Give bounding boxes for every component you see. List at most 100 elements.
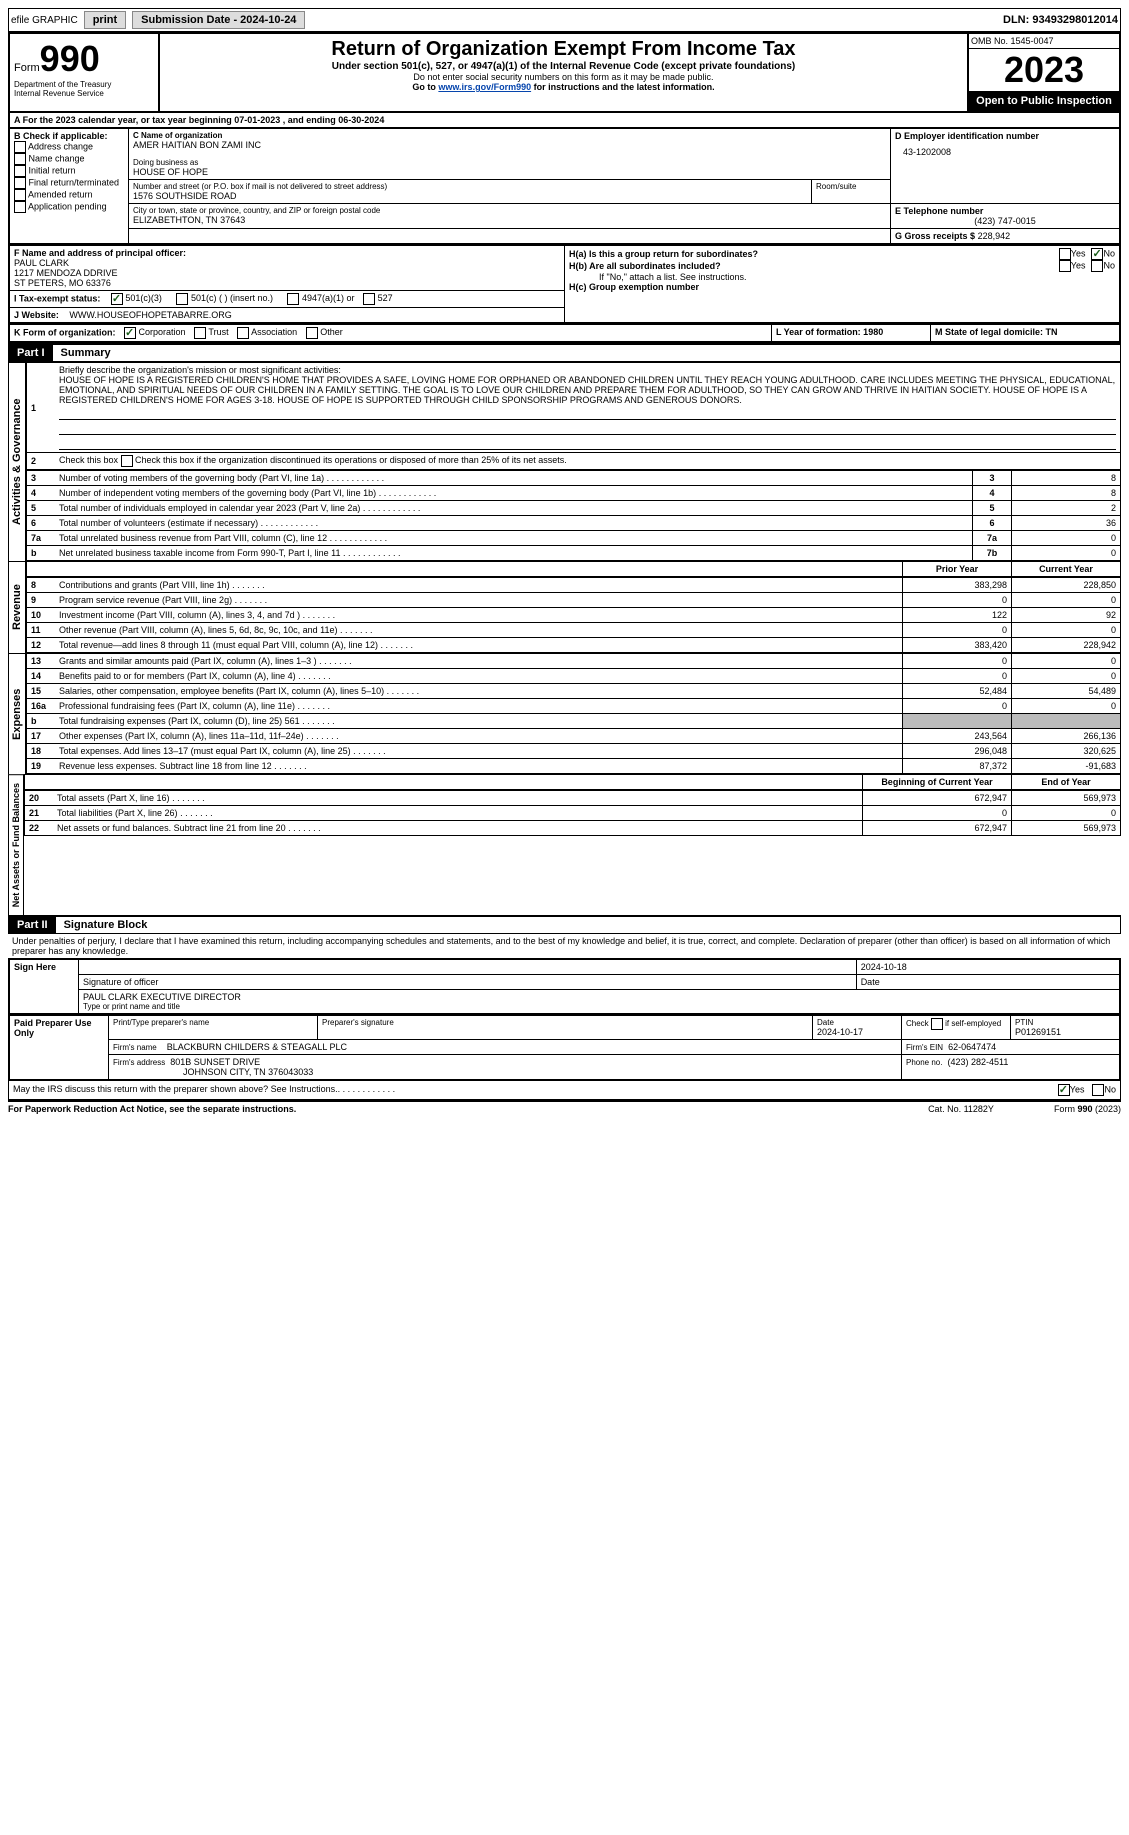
table-row: Total number of volunteers (estimate if … xyxy=(59,518,258,528)
submission-date-button[interactable]: Submission Date - 2024-10-24 xyxy=(132,11,305,29)
b-application-pending[interactable]: Application pending xyxy=(14,201,124,213)
b-initial-return[interactable]: Initial return xyxy=(14,165,124,177)
k-corporation[interactable]: Corporation xyxy=(124,327,186,337)
table-cell: -91,683 xyxy=(1012,759,1121,774)
ptin-label: PTIN xyxy=(1015,1018,1115,1027)
cat-no: Cat. No. 11282Y xyxy=(928,1104,994,1114)
q2-checkbox[interactable] xyxy=(121,455,133,467)
i-501c3[interactable]: 501(c)(3) xyxy=(111,293,162,303)
form-title: Return of Organization Exempt From Incom… xyxy=(164,38,963,61)
table-cell: 36 xyxy=(1012,516,1121,531)
m-state: M State of legal domicile: TN xyxy=(931,325,1121,343)
prior-year-header: Prior Year xyxy=(903,562,1012,577)
ha-no[interactable]: No xyxy=(1091,248,1115,260)
c-room-label: Room/suite xyxy=(816,182,886,191)
b-address-change[interactable]: Address change xyxy=(14,141,124,153)
f-officer-addr2: ST PETERS, MO 63376 xyxy=(14,278,560,288)
c-dba-label: Doing business as xyxy=(133,158,886,167)
hb-yes[interactable]: Yes xyxy=(1059,260,1086,272)
pp-date-label: Date xyxy=(817,1018,897,1027)
c-dba: HOUSE OF HOPE xyxy=(133,167,886,177)
table-cell: 8 xyxy=(1012,471,1121,486)
table-row: Number of voting members of the governin… xyxy=(59,473,324,483)
table-cell: 569,973 xyxy=(1012,791,1121,806)
pp-self-employed-checkbox[interactable] xyxy=(931,1018,943,1030)
k-association[interactable]: Association xyxy=(237,327,297,337)
section-k-l-m: K Form of organization: Corporation Trus… xyxy=(8,324,1121,343)
print-button[interactable]: print xyxy=(84,11,126,29)
c-city: ELIZABETHTON, TN 37643 xyxy=(133,215,886,225)
table-cell: 0 xyxy=(903,669,1012,684)
c-street: 1576 SOUTHSIDE ROAD xyxy=(133,191,807,201)
discuss-no[interactable]: No xyxy=(1092,1084,1116,1096)
firm-phone-label: Phone no. xyxy=(906,1058,942,1067)
i-501c[interactable]: 501(c) ( ) (insert no.) xyxy=(176,293,273,303)
form-number: Form990 xyxy=(14,38,154,80)
table-cell: 0 xyxy=(1012,806,1121,821)
table-cell xyxy=(1012,714,1121,729)
k-other[interactable]: Other xyxy=(306,327,343,337)
table-cell: 0 xyxy=(1012,654,1121,669)
expenses-label: Expenses xyxy=(8,653,26,774)
k-label: K Form of organization: xyxy=(14,327,116,337)
table-cell: 0 xyxy=(863,806,1012,821)
table-cell: 0 xyxy=(903,623,1012,638)
form-subtitle: Under section 501(c), 527, or 4947(a)(1)… xyxy=(164,61,963,72)
hb-no[interactable]: No xyxy=(1091,260,1115,272)
beginning-year-header: Beginning of Current Year xyxy=(863,775,1012,790)
open-to-public: Open to Public Inspection xyxy=(969,91,1119,111)
table-row: Number of independent voting members of … xyxy=(59,488,376,498)
net-assets-label: Net Assets or Fund Balances xyxy=(8,774,24,915)
firm-ein: 62-0647474 xyxy=(948,1042,996,1052)
ha-yes[interactable]: Yes xyxy=(1059,248,1086,260)
part1-title: Summary xyxy=(53,345,119,361)
irs-link[interactable]: www.irs.gov/Form990 xyxy=(438,82,531,92)
table-cell: 672,947 xyxy=(863,821,1012,836)
firm-phone: (423) 282-4511 xyxy=(948,1057,1009,1067)
officer-label: Type or print name and title xyxy=(83,1002,1115,1011)
j-label: J Website: xyxy=(14,310,59,320)
e-phone: (423) 747-0015 xyxy=(895,216,1115,226)
part1-label: Part I xyxy=(9,345,53,361)
j-website: WWW.HOUSEOFHOPETABARRE.ORG xyxy=(69,310,231,320)
table-row: Net assets or fund balances. Subtract li… xyxy=(57,823,286,833)
ptin-value: P01269151 xyxy=(1015,1027,1115,1037)
top-bar: efile GRAPHIC print Submission Date - 20… xyxy=(8,8,1121,32)
sign-here-label: Sign Here xyxy=(9,959,79,1014)
declaration-text: Under penalties of perjury, I declare th… xyxy=(8,934,1121,958)
f-label: F Name and address of principal officer: xyxy=(14,248,560,258)
d-label: D Employer identification number xyxy=(895,131,1115,141)
firm-name-label: Firm's name xyxy=(113,1043,157,1052)
tax-year: 2023 xyxy=(969,49,1119,91)
f-officer-addr1: 1217 MENDOZA DDRIVE xyxy=(14,268,560,278)
b-name-change[interactable]: Name change xyxy=(14,153,124,165)
table-cell: 54,489 xyxy=(1012,684,1121,699)
i-4947[interactable]: 4947(a)(1) or xyxy=(287,293,354,303)
table-row: Total revenue—add lines 8 through 11 (mu… xyxy=(59,640,378,650)
discuss-yes[interactable]: Yes xyxy=(1058,1084,1085,1096)
c-label: C Name of organization xyxy=(133,131,886,140)
b-final-return[interactable]: Final return/terminated xyxy=(14,177,124,189)
i-527[interactable]: 527 xyxy=(363,293,393,303)
dln-label: DLN: 93493298012014 xyxy=(1003,14,1118,26)
table-cell: 122 xyxy=(903,608,1012,623)
table-row: Other expenses (Part IX, column (A), lin… xyxy=(59,731,304,741)
k-trust[interactable]: Trust xyxy=(194,327,229,337)
table-cell: 243,564 xyxy=(903,729,1012,744)
table-row: Total liabilities (Part X, line 26) xyxy=(57,808,178,818)
end-year-header: End of Year xyxy=(1012,775,1121,790)
table-cell: 2 xyxy=(1012,501,1121,516)
table-cell: 87,372 xyxy=(903,759,1012,774)
firm-addr2: JOHNSON CITY, TN 376043033 xyxy=(113,1067,897,1077)
table-cell: 0 xyxy=(903,654,1012,669)
b-amended-return[interactable]: Amended return xyxy=(14,189,124,201)
pp-sig-label: Preparer's signature xyxy=(322,1018,808,1027)
section-f-h: F Name and address of principal officer:… xyxy=(8,245,1121,324)
c-org-name: AMER HAITIAN BON ZAMI INC xyxy=(133,140,886,150)
q1-label: Briefly describe the organization's miss… xyxy=(59,365,1116,375)
table-cell: 0 xyxy=(1012,699,1121,714)
table-cell: 383,298 xyxy=(903,578,1012,593)
omb-number: OMB No. 1545-0047 xyxy=(969,34,1119,49)
table-row: Revenue less expenses. Subtract line 18 … xyxy=(59,761,272,771)
form-ref: Form 990 (2023) xyxy=(1054,1104,1121,1114)
